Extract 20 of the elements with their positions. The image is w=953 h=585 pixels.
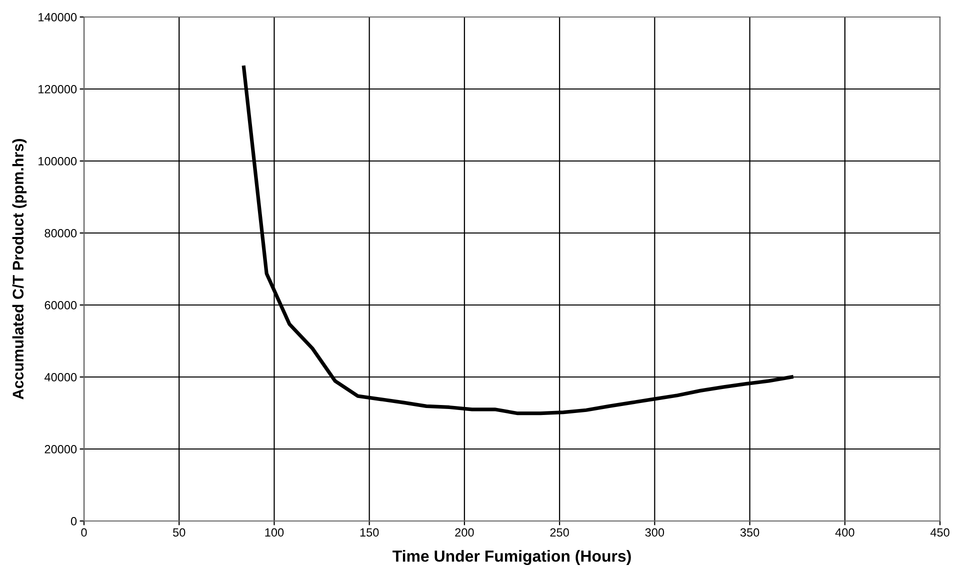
x-tick-label: 150 [360, 528, 379, 537]
x-tick-label: 0 [81, 528, 87, 537]
x-tick-label: 250 [550, 528, 569, 537]
y-tick-label: 60000 [44, 301, 77, 310]
x-tick-label: 300 [645, 528, 664, 537]
x-tick-label: 200 [455, 528, 474, 537]
y-tick-label: 120000 [38, 85, 77, 94]
x-tick-label: 450 [930, 528, 950, 537]
y-tick-label: 40000 [44, 373, 77, 382]
x-tick-label: 50 [173, 528, 186, 537]
y-tick-label: 20000 [44, 445, 77, 454]
x-tick-label: 400 [835, 528, 854, 537]
x-tick-label: 100 [265, 528, 284, 537]
y-axis-title: Accumulated C/T Product (ppm.hrs) [12, 139, 27, 400]
y-tick-label: 80000 [44, 229, 77, 238]
x-axis-title: Time Under Fumigation (Hours) [392, 550, 631, 566]
x-tick-label: 350 [740, 528, 760, 537]
y-tick-label: 140000 [38, 13, 77, 22]
y-tick-label: 0 [70, 517, 77, 526]
y-tick-label: 100000 [38, 157, 77, 166]
